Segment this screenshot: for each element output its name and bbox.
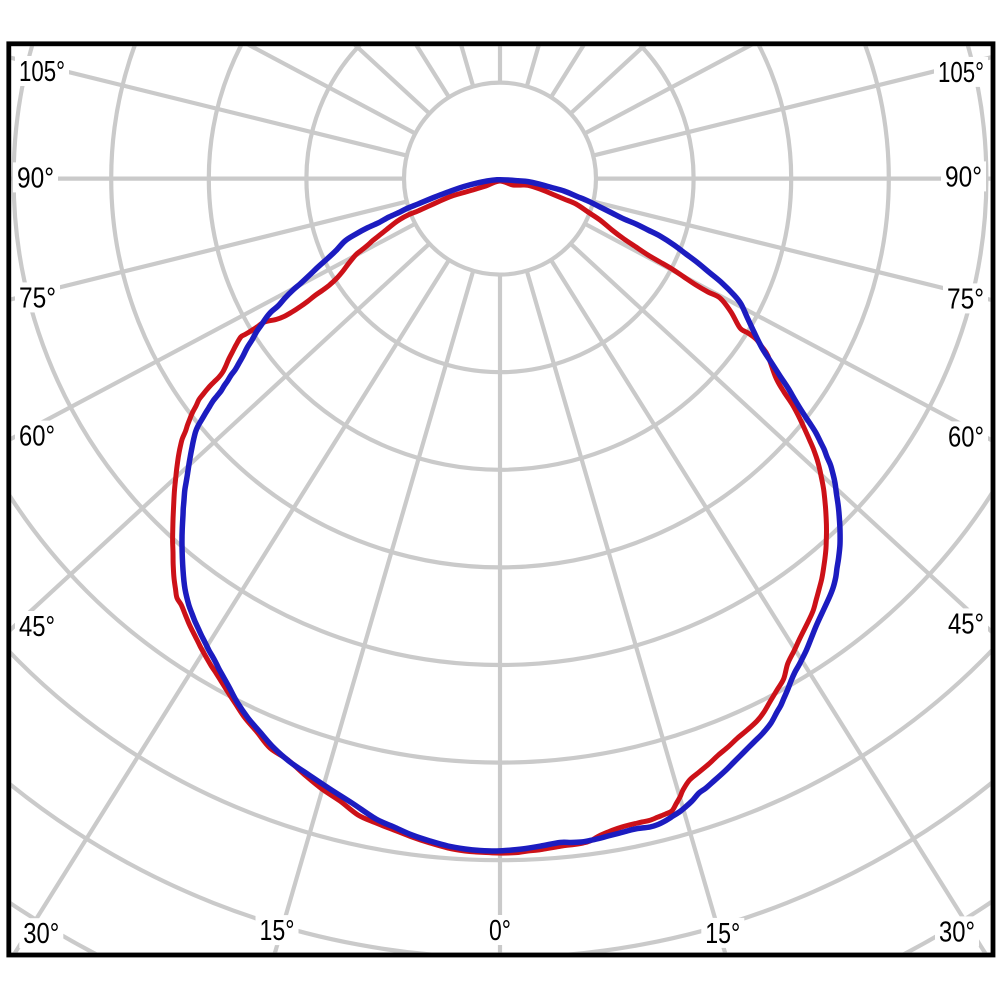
svg-text:0°: 0° [489, 915, 511, 947]
svg-text:105°: 105° [19, 56, 65, 88]
svg-text:105°: 105° [938, 57, 984, 89]
svg-text:60°: 60° [948, 421, 984, 453]
svg-text:60°: 60° [19, 421, 55, 453]
svg-text:75°: 75° [19, 282, 56, 314]
svg-text:30°: 30° [23, 918, 59, 950]
svg-text:15°: 15° [705, 918, 740, 950]
svg-text:45°: 45° [19, 611, 55, 643]
svg-text:90°: 90° [945, 161, 982, 193]
svg-text:90°: 90° [17, 162, 54, 194]
svg-text:15°: 15° [260, 915, 295, 947]
svg-text:75°: 75° [947, 283, 984, 315]
svg-text:30°: 30° [939, 916, 975, 948]
svg-text:45°: 45° [948, 608, 984, 640]
